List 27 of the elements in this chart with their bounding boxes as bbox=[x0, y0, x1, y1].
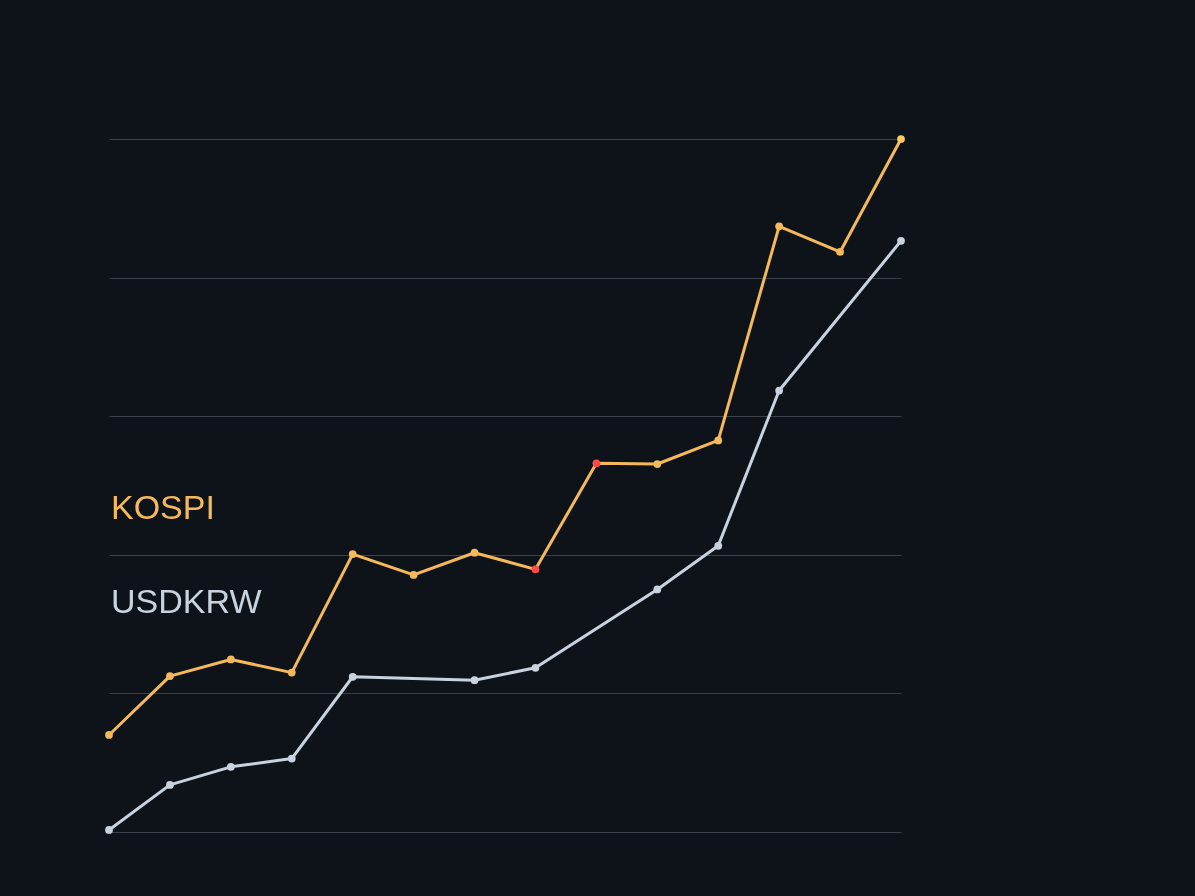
point bbox=[287, 754, 296, 763]
point bbox=[897, 135, 905, 143]
point bbox=[226, 655, 235, 664]
text: KOSPI bbox=[111, 488, 215, 526]
point bbox=[409, 571, 418, 579]
point bbox=[897, 237, 905, 245]
point bbox=[105, 826, 113, 834]
point bbox=[531, 565, 540, 574]
point bbox=[653, 585, 662, 594]
text: USDKRW bbox=[111, 582, 262, 620]
point bbox=[836, 248, 844, 256]
point bbox=[226, 762, 235, 771]
point bbox=[714, 541, 723, 550]
point bbox=[470, 548, 479, 557]
point bbox=[166, 672, 174, 680]
point bbox=[714, 436, 723, 445]
point bbox=[531, 663, 540, 672]
point bbox=[775, 222, 784, 231]
point bbox=[105, 731, 113, 739]
point bbox=[775, 386, 784, 395]
point bbox=[470, 676, 479, 685]
point bbox=[348, 550, 357, 558]
point bbox=[287, 668, 296, 677]
point bbox=[166, 781, 174, 789]
point bbox=[653, 460, 662, 468]
point bbox=[348, 672, 357, 681]
point bbox=[592, 459, 601, 468]
